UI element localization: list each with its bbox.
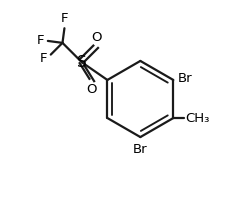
Text: F: F — [39, 52, 47, 65]
Text: CH₃: CH₃ — [184, 111, 208, 125]
Text: O: O — [86, 83, 97, 96]
Text: F: F — [36, 34, 44, 48]
Text: S: S — [77, 55, 86, 70]
Text: O: O — [91, 31, 101, 44]
Text: Br: Br — [178, 72, 192, 86]
Text: Br: Br — [133, 143, 147, 156]
Text: F: F — [60, 12, 68, 25]
